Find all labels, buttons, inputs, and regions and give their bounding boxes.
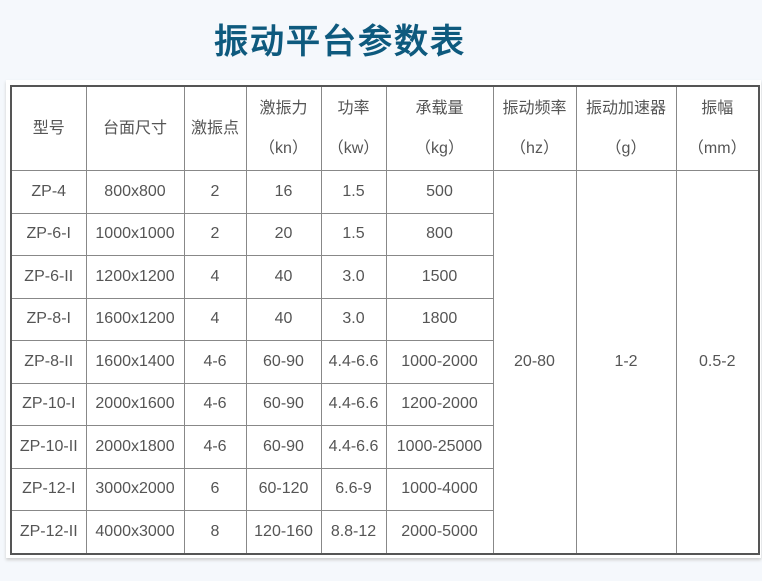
header-unit: （hz） <box>510 139 559 157</box>
column-header: 台面尺寸 <box>85 85 185 171</box>
table-cell: 2000-5000 <box>385 510 494 554</box>
table-cell: ZP-6-I <box>10 212 87 256</box>
table-cell: 4.4-6.6 <box>320 340 387 384</box>
header-unit: （kw） <box>327 139 380 157</box>
column-header: 承载量 （kg） <box>385 85 494 171</box>
table-cell: 4-6 <box>183 382 247 426</box>
header-unit: （mm） <box>687 139 747 157</box>
header-label: 功率 <box>337 99 370 117</box>
table-row: ZP-12-II 4000x3000 8 120-160 8.8-12 2000-5000 <box>10 510 759 554</box>
header-label: 激振力 <box>259 99 308 117</box>
table-cell: 1.5 <box>320 212 387 256</box>
table-cell: 3.0 <box>320 297 387 341</box>
table-cell: ZP-4 <box>10 170 87 214</box>
table-cell: 2000x1800 <box>85 425 185 469</box>
column-header: 功率 （kw） <box>320 85 387 171</box>
table-cell: 1500 <box>385 255 494 299</box>
column-header: 激振点 <box>183 85 247 171</box>
column-header: 型号 <box>10 85 87 171</box>
table-row: ZP-6-II 1200x1200 4 40 3.0 1500 <box>10 255 759 299</box>
table-cell: 1000-4000 <box>385 467 494 511</box>
header-label: 振动加速器 <box>585 99 666 117</box>
table-cell: ZP-12-I <box>10 467 87 511</box>
table-cell: 60-90 <box>245 425 322 469</box>
header-label: 型号 <box>32 119 65 137</box>
table-cell: 4-6 <box>183 340 247 384</box>
header-unit: （kn） <box>259 139 308 157</box>
table-cell: ZP-6-II <box>10 255 87 299</box>
table-row: ZP-12-I 3000x2000 6 60-120 6.6-9 1000-4000 <box>10 467 759 511</box>
table-cell: 4000x3000 <box>85 510 185 554</box>
table-cell: ZP-12-II <box>10 510 87 554</box>
table-cell: 1000-2000 <box>385 340 494 384</box>
column-header: 振幅 （mm） <box>675 85 760 171</box>
table-cell: 4 <box>183 297 247 341</box>
page-title: 振动平台参数表 <box>214 22 466 62</box>
table-cell: 6.6-9 <box>320 467 387 511</box>
table-cell: 2000x1600 <box>85 382 185 426</box>
table-cell: ZP-10-II <box>10 425 87 469</box>
column-header: 振动加速器 （g） <box>575 85 677 171</box>
header-label: 激振点 <box>190 119 239 137</box>
table-cell: 1000x1000 <box>85 212 185 256</box>
table-cell: 1600x1400 <box>85 340 185 384</box>
table-row: ZP-10-I 2000x1600 4-6 60-90 4.4-6.6 1200-2000 <box>10 382 759 426</box>
table-cell: 40 <box>245 255 322 299</box>
table-cell: 60-120 <box>245 467 322 511</box>
shared-acceleration-cell: 1-2 <box>575 170 677 554</box>
header-label: 振幅 <box>701 99 734 117</box>
table-cell: 1800 <box>385 297 494 341</box>
parameter-table: 型号 台面尺寸 激振点 激振力 （kn） 功率 （kw） 承载量 （kg） 振动频率 （hz） 振动加… <box>10 85 760 555</box>
table-cell: 20 <box>245 212 322 256</box>
table-cell: 4.4-6.6 <box>320 425 387 469</box>
shared-frequency-cell: 20-80 <box>492 170 577 554</box>
table-cell: 2 <box>183 170 247 214</box>
table-cell: 60-90 <box>245 382 322 426</box>
table-cell: 500 <box>385 170 494 214</box>
column-header: 激振力 （kn） <box>245 85 322 171</box>
table-cell: 8.8-12 <box>320 510 387 554</box>
table-cell: 800x800 <box>85 170 185 214</box>
header-label: 台面尺寸 <box>102 119 167 137</box>
header-unit: （g） <box>605 139 647 157</box>
table-cell: 16 <box>245 170 322 214</box>
table-cell: 40 <box>245 297 322 341</box>
header-label: 承载量 <box>415 99 464 117</box>
table-cell: ZP-8-II <box>10 340 87 384</box>
table-cell: 8 <box>183 510 247 554</box>
table-cell: 1200-2000 <box>385 382 494 426</box>
table-row: ZP-6-I 1000x1000 2 20 1.5 800 <box>10 212 759 256</box>
table-cell: 2 <box>183 212 247 256</box>
table-cell: ZP-8-I <box>10 297 87 341</box>
table-cell: 4-6 <box>183 425 247 469</box>
table-cell: 4 <box>183 255 247 299</box>
column-header: 振动频率 （hz） <box>492 85 577 171</box>
table-cell: 120-160 <box>245 510 322 554</box>
shared-amplitude-cell: 0.5-2 <box>675 170 760 554</box>
table-cell: 3000x2000 <box>85 467 185 511</box>
header-unit: （kg） <box>415 139 464 157</box>
table-cell: 1000-25000 <box>385 425 494 469</box>
table-row: ZP-8-I 1600x1200 4 40 3.0 1800 <box>10 297 759 341</box>
table-cell: ZP-10-I <box>10 382 87 426</box>
table-cell: 1600x1200 <box>85 297 185 341</box>
table-cell: 60-90 <box>245 340 322 384</box>
table-cell: 3.0 <box>320 255 387 299</box>
table-cell: 1.5 <box>320 170 387 214</box>
table-row: ZP-10-II 2000x1800 4-6 60-90 4.4-6.6 1000-250… <box>10 425 759 469</box>
header-row: 型号 台面尺寸 激振点 激振力 （kn） 功率 （kw） 承载量 （kg） 振动频率 （hz） 振动加… <box>10 85 760 171</box>
header-label: 振动频率 <box>502 99 567 117</box>
table-cell: 6 <box>183 467 247 511</box>
table-row: ZP-4 800x800 2 16 1.5 500 20-80 1-2 0.5-2 <box>10 170 760 554</box>
table-cell: 800 <box>385 212 494 256</box>
table-cell: 1200x1200 <box>85 255 185 299</box>
table-cell: 4.4-6.6 <box>320 382 387 426</box>
